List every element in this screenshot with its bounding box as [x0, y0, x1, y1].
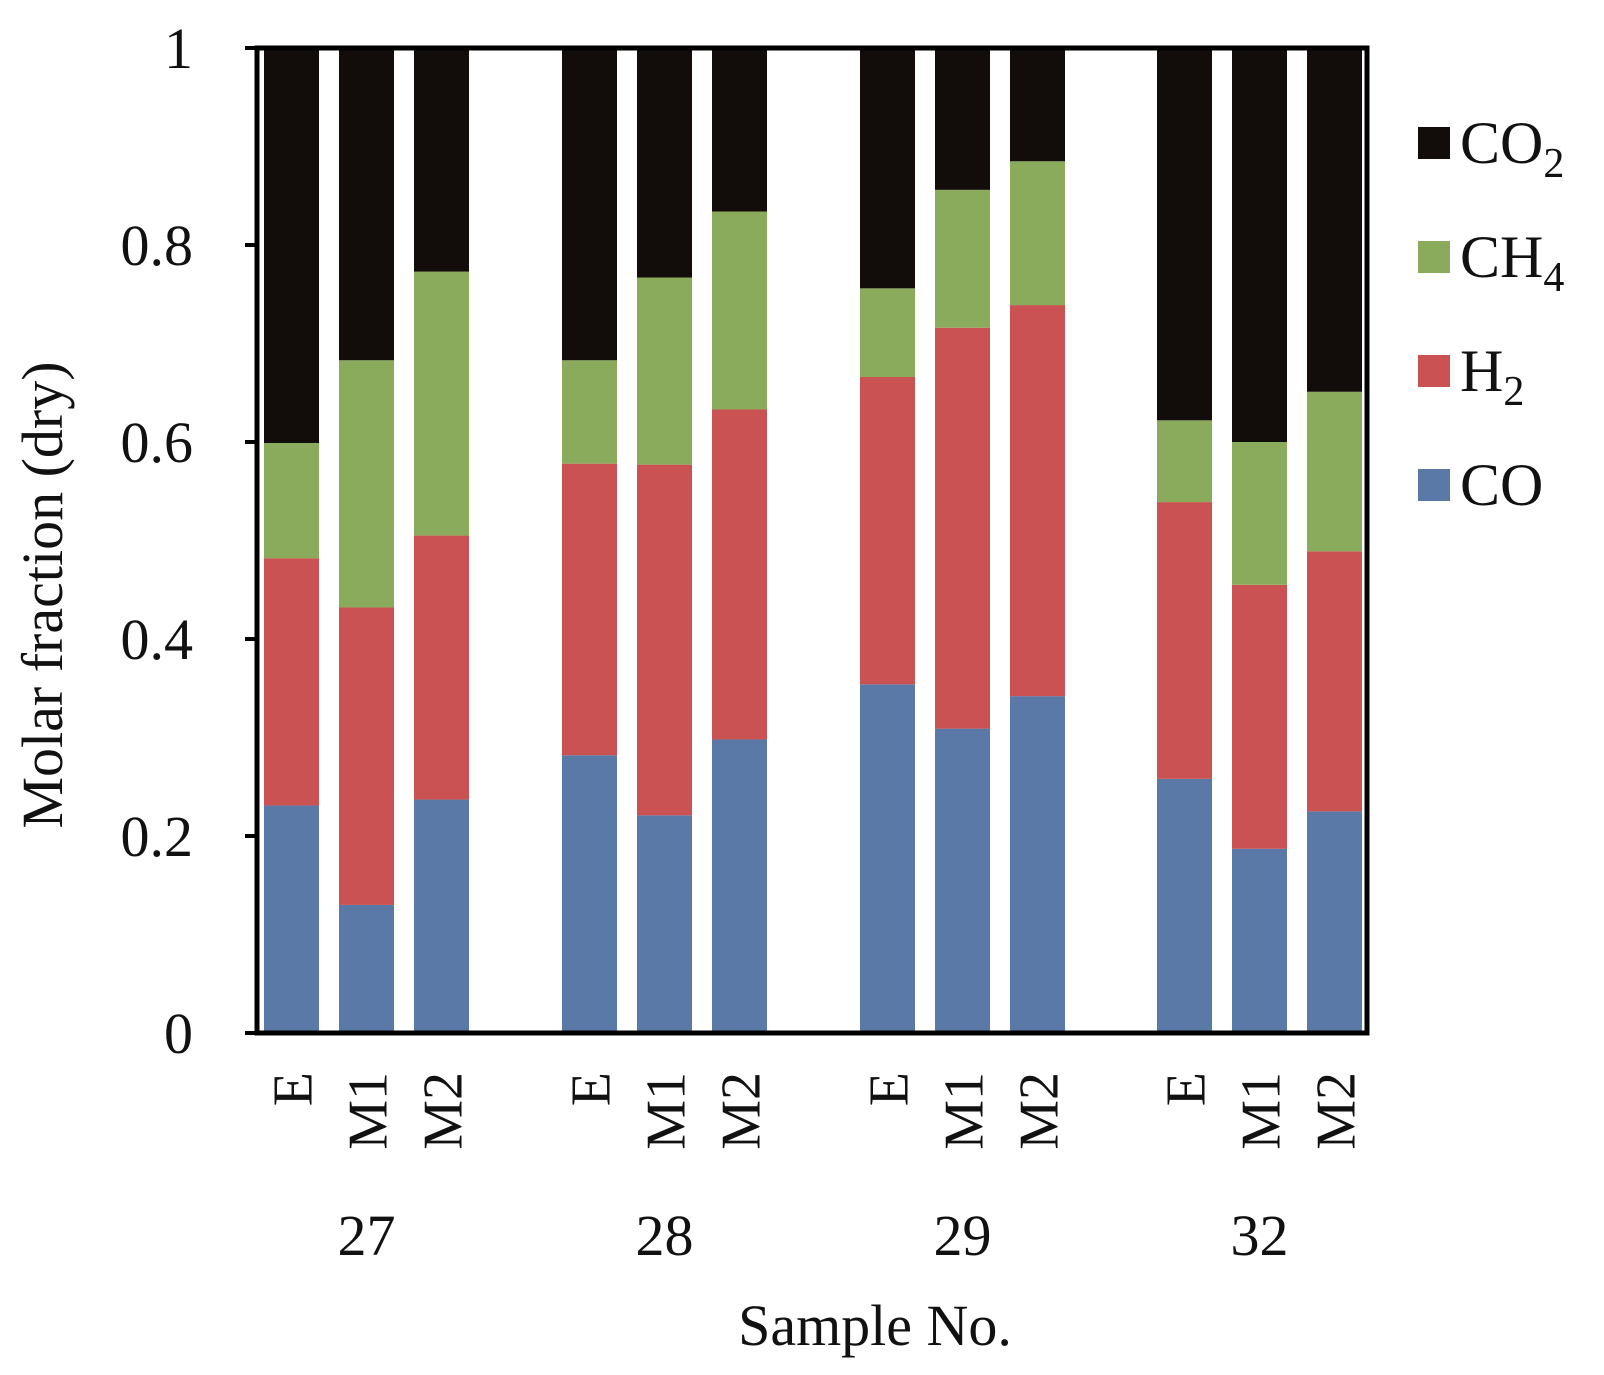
bar-28-M1-CH4 — [637, 277, 692, 465]
bar-27-E-CO — [264, 805, 319, 1033]
x-tick-label-28-M2: M2 — [711, 1072, 773, 1150]
x-tick-label-32-M1: M1 — [1231, 1072, 1293, 1150]
x-group-label-32: 32 — [1231, 1203, 1289, 1268]
y-tick-label-5: 1 — [164, 16, 193, 81]
legend-label-H2: H2 — [1460, 338, 1524, 415]
x-tick-label-29-E: E — [859, 1072, 921, 1106]
bar-28-M1-H2 — [637, 464, 692, 816]
bar-27-M1-CH4 — [339, 360, 394, 608]
bar-28-M2-H2 — [712, 409, 767, 740]
bar-27-E-CH4 — [264, 442, 319, 559]
y-tick-label-4: 0.8 — [121, 213, 194, 278]
x-axis-label: Sample No. — [738, 1293, 1012, 1358]
x-tick-label-29-M2: M2 — [1009, 1072, 1071, 1150]
bar-28-M2-CO — [712, 739, 767, 1033]
bar-29-E-CH4 — [860, 288, 915, 377]
legend-swatch-CO — [1418, 469, 1450, 501]
x-tick-label-29-M1: M1 — [934, 1072, 996, 1150]
y-tick-label-2: 0.4 — [121, 607, 194, 672]
legend-swatch-H2 — [1418, 355, 1450, 387]
legend-swatch-CO2 — [1418, 127, 1450, 159]
bar-27-M1-CO2 — [339, 48, 394, 361]
bar-29-E-CO2 — [860, 48, 915, 289]
bar-29-M2-CO — [1010, 696, 1065, 1033]
bar-29-M1-CH4 — [935, 189, 990, 328]
legend-label-CO2: CO2 — [1460, 110, 1564, 187]
x-tick-label-28-M1: M1 — [636, 1072, 698, 1150]
bar-32-M2-CO2 — [1307, 48, 1362, 392]
bar-28-M2-CH4 — [712, 211, 767, 410]
y-axis-label: Molar fraction (dry) — [10, 361, 75, 828]
y-tick-label-3: 0.6 — [121, 410, 194, 475]
x-tick-label-27-E: E — [263, 1072, 325, 1106]
bar-29-E-CO — [860, 684, 915, 1033]
x-tick-label-27-M1: M1 — [338, 1072, 400, 1150]
bar-27-E-CO2 — [264, 48, 319, 443]
bar-29-M1-H2 — [935, 327, 990, 729]
bar-29-M1-CO2 — [935, 48, 990, 190]
bar-29-M2-H2 — [1010, 305, 1065, 697]
bar-28-E-H2 — [562, 463, 617, 756]
bar-27-M1-H2 — [339, 607, 394, 905]
bar-29-M2-CH4 — [1010, 161, 1065, 306]
legend-label-CO: CO — [1460, 452, 1543, 518]
bar-32-M2-CH4 — [1307, 391, 1362, 552]
bar-28-E-CO — [562, 755, 617, 1033]
bar-28-M1-CO — [637, 815, 692, 1033]
bar-28-M2-CO2 — [712, 48, 767, 212]
x-group-label-29: 29 — [934, 1203, 992, 1268]
bar-27-M2-CO — [414, 799, 469, 1033]
bar-32-M1-CO — [1232, 848, 1287, 1033]
x-group-label-28: 28 — [636, 1203, 694, 1268]
bar-32-M2-CO — [1307, 811, 1362, 1033]
y-tick-label-0: 0 — [164, 1001, 193, 1066]
bar-27-E-H2 — [264, 558, 319, 806]
bar-27-M2-CO2 — [414, 48, 469, 272]
y-tick-label-1: 0.2 — [121, 804, 194, 869]
bar-27-M2-CH4 — [414, 271, 469, 536]
plot-frame — [254, 45, 1370, 1036]
bar-29-E-H2 — [860, 376, 915, 685]
bar-32-E-H2 — [1157, 502, 1212, 779]
bar-29-M1-CO — [935, 728, 990, 1033]
bar-29-M2-CO2 — [1010, 48, 1065, 162]
bar-27-M1-CO — [339, 904, 394, 1033]
bar-28-E-CO2 — [562, 48, 617, 361]
bar-32-M2-H2 — [1307, 551, 1362, 812]
x-tick-label-27-M2: M2 — [413, 1072, 475, 1150]
bar-32-E-CH4 — [1157, 420, 1212, 503]
legend-label-CH4: CH4 — [1460, 224, 1564, 301]
legend: CO2 CH4 H2 CO — [1418, 110, 1564, 518]
bar-28-E-CH4 — [562, 360, 617, 464]
bar-32-M1-H2 — [1232, 584, 1287, 849]
bar-32-E-CO — [1157, 778, 1212, 1033]
bar-27-M2-H2 — [414, 535, 469, 800]
legend-swatch-CH4 — [1418, 241, 1450, 273]
bar-32-M1-CH4 — [1232, 442, 1287, 585]
x-tick-label-32-E: E — [1156, 1072, 1218, 1106]
y-axis: 0 0.2 0.4 0.6 0.8 1 — [121, 16, 257, 1066]
x-tick-label-32-M2: M2 — [1306, 1072, 1368, 1150]
x-tick-label-28-E: E — [561, 1072, 623, 1106]
bar-32-M1-CO2 — [1232, 48, 1287, 442]
bars-layer — [264, 48, 1362, 1033]
bar-32-E-CO2 — [1157, 48, 1212, 421]
x-group-label-27: 27 — [338, 1203, 396, 1268]
bar-28-M1-CO2 — [637, 48, 692, 278]
